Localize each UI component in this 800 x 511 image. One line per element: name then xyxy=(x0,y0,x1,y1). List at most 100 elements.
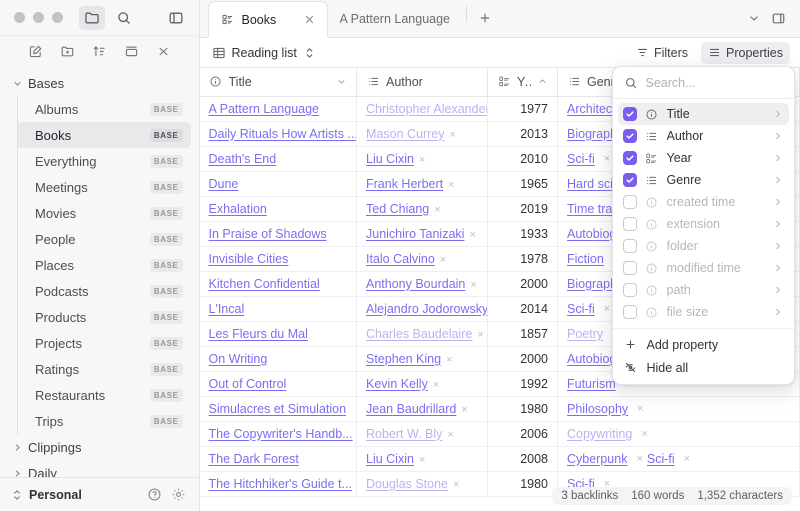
author-link[interactable]: Frank Herbert xyxy=(366,176,444,191)
property-row-file-size[interactable]: file size xyxy=(618,301,789,323)
cell-title[interactable]: Simulacres et Simulation xyxy=(199,396,357,422)
cell-author[interactable]: Kevin Kelly × xyxy=(356,371,488,397)
remove-tag-icon[interactable]: × xyxy=(418,453,426,466)
genre-link[interactable]: Copywriting xyxy=(567,426,633,441)
tab-books[interactable]: Books xyxy=(207,1,328,38)
sidebar-toggle-icon[interactable] xyxy=(163,6,189,30)
remove-tag-icon[interactable]: × xyxy=(683,452,691,465)
property-checkbox[interactable] xyxy=(622,261,637,275)
cell-year[interactable]: 2013 xyxy=(487,121,558,147)
remove-tag-icon[interactable]: × xyxy=(432,378,440,391)
sort-order-icon[interactable] xyxy=(90,42,108,60)
title-link[interactable]: L'Incal xyxy=(208,301,245,316)
cell-author[interactable]: Liu Cixin × xyxy=(356,146,488,172)
close-icon[interactable] xyxy=(303,13,317,27)
properties-button[interactable]: Properties xyxy=(701,41,790,64)
table-row[interactable]: Invisible Cities Italo Calvino × 1978 Fictio… xyxy=(199,246,800,272)
genre-link[interactable]: Futurism xyxy=(567,376,616,391)
help-circle-icon[interactable] xyxy=(146,486,163,503)
author-link[interactable]: Liu Cixin xyxy=(366,151,414,166)
title-link[interactable]: A Pattern Language xyxy=(208,101,320,116)
title-link[interactable]: On Writing xyxy=(208,351,268,366)
title-link[interactable]: In Praise of Shadows xyxy=(208,226,327,241)
cell-year[interactable]: 2000 xyxy=(487,346,558,372)
table-row[interactable]: Simulacres et Simulation Jean Baudrillard… xyxy=(199,396,800,422)
title-link[interactable]: Simulacres et Simulation xyxy=(208,401,347,416)
cell-author[interactable]: Jean Baudrillard × xyxy=(356,396,488,422)
cell-title[interactable]: Dune xyxy=(199,171,357,197)
chevron-updown-icon[interactable] xyxy=(303,46,317,60)
property-row-author[interactable]: Author xyxy=(618,125,789,147)
cell-year[interactable]: 2010 xyxy=(487,146,558,172)
sidebar-item-books[interactable]: Books BASE xyxy=(17,122,191,148)
cell-title[interactable]: Exhalation xyxy=(199,196,357,222)
vault-name[interactable]: Personal xyxy=(29,487,82,502)
cell-title[interactable]: Invisible Cities xyxy=(199,246,357,272)
cell-author[interactable]: Liu Cixin × xyxy=(356,446,488,472)
chevron-right-icon[interactable] xyxy=(773,197,783,207)
genre-link[interactable]: Hard sci-fi xyxy=(567,176,624,191)
tab-a-pattern-language[interactable]: A Pattern Language xyxy=(328,0,461,37)
chevron-right-icon[interactable] xyxy=(773,219,783,229)
cell-year[interactable]: 1980 xyxy=(487,396,558,422)
property-row-title[interactable]: Title xyxy=(617,103,789,125)
chevron-right-icon[interactable] xyxy=(773,241,783,251)
title-link[interactable]: Invisible Cities xyxy=(208,251,289,266)
cell-year[interactable]: 2000 xyxy=(487,271,558,297)
new-folder-icon[interactable] xyxy=(58,42,76,60)
sidebar-item-places[interactable]: Places BASE xyxy=(17,252,191,278)
author-link[interactable]: Mason Currey xyxy=(366,126,445,141)
cell-author[interactable]: Frank Herbert × xyxy=(356,171,488,197)
sidebar-item-trips[interactable]: Trips BASE xyxy=(17,408,191,434)
remove-tag-icon[interactable]: × xyxy=(603,477,611,490)
property-checkbox[interactable] xyxy=(622,217,637,231)
property-checkbox[interactable] xyxy=(622,239,637,253)
genre-link[interactable]: Biography xyxy=(567,126,624,141)
chevron-right-icon[interactable] xyxy=(773,307,783,317)
cell-year[interactable]: 2014 xyxy=(487,296,558,322)
property-checkbox[interactable] xyxy=(622,129,637,143)
cell-year[interactable]: 1978 xyxy=(487,246,558,272)
author-link[interactable]: Liu Cixin xyxy=(366,451,414,466)
genre-link[interactable]: Poetry xyxy=(567,326,604,341)
remove-tag-icon[interactable]: × xyxy=(637,402,644,415)
property-row-modified-time[interactable]: modified time xyxy=(618,257,789,279)
maximize-window-button[interactable] xyxy=(52,12,63,23)
sidebar-item-projects[interactable]: Projects BASE xyxy=(17,330,191,356)
sidebar-item-ratings[interactable]: Ratings BASE xyxy=(17,356,191,382)
remove-tag-icon[interactable]: × xyxy=(447,428,454,441)
cell-title[interactable]: On Writing xyxy=(199,346,357,372)
property-row-folder[interactable]: folder xyxy=(618,235,789,257)
author-link[interactable]: Stephen King xyxy=(366,351,442,366)
filters-button[interactable]: Filters xyxy=(629,42,695,64)
column-header-author[interactable]: Author xyxy=(356,68,488,97)
chevron-right-icon[interactable] xyxy=(773,263,783,273)
minimize-window-button[interactable] xyxy=(33,12,44,23)
chevron-up-icon[interactable] xyxy=(537,76,548,87)
chevron-right-icon[interactable] xyxy=(773,153,783,163)
genre-link[interactable]: Sci-fi xyxy=(567,151,595,166)
add-property-button[interactable]: Add property xyxy=(618,333,789,356)
title-link[interactable]: Out of Control xyxy=(208,376,287,391)
remove-tag-icon[interactable]: × xyxy=(469,228,476,241)
cell-title[interactable]: The Hitchhiker's Guide t... xyxy=(199,471,357,497)
remove-tag-icon[interactable]: × xyxy=(449,128,456,141)
genre-link[interactable]: Biography xyxy=(567,276,624,291)
sidebar-item-products[interactable]: Products BASE xyxy=(17,304,191,330)
property-row-created-time[interactable]: created time xyxy=(618,191,789,213)
folder-icon[interactable] xyxy=(79,5,105,30)
genre-link[interactable]: Sci-fi xyxy=(567,301,595,316)
author-link[interactable]: Anthony Bourdain xyxy=(366,276,466,291)
title-link[interactable]: Dune xyxy=(208,176,239,191)
cell-year[interactable]: 2008 xyxy=(487,446,558,472)
cell-year[interactable]: 1857 xyxy=(487,321,558,347)
remove-tag-icon[interactable]: × xyxy=(470,278,477,291)
sidebar-tree[interactable]: Bases Albums BASE Books BASE Everything … xyxy=(0,66,199,477)
sidebar-group-daily[interactable]: Daily xyxy=(0,460,199,477)
author-link[interactable]: Kevin Kelly xyxy=(366,376,428,391)
title-link[interactable]: Exhalation xyxy=(208,201,267,216)
chevron-right-icon[interactable] xyxy=(773,131,783,141)
property-row-path[interactable]: path xyxy=(618,279,789,301)
cell-author[interactable]: Junichiro Tanizaki × xyxy=(356,221,488,247)
remove-tag-icon[interactable]: × xyxy=(446,353,453,366)
